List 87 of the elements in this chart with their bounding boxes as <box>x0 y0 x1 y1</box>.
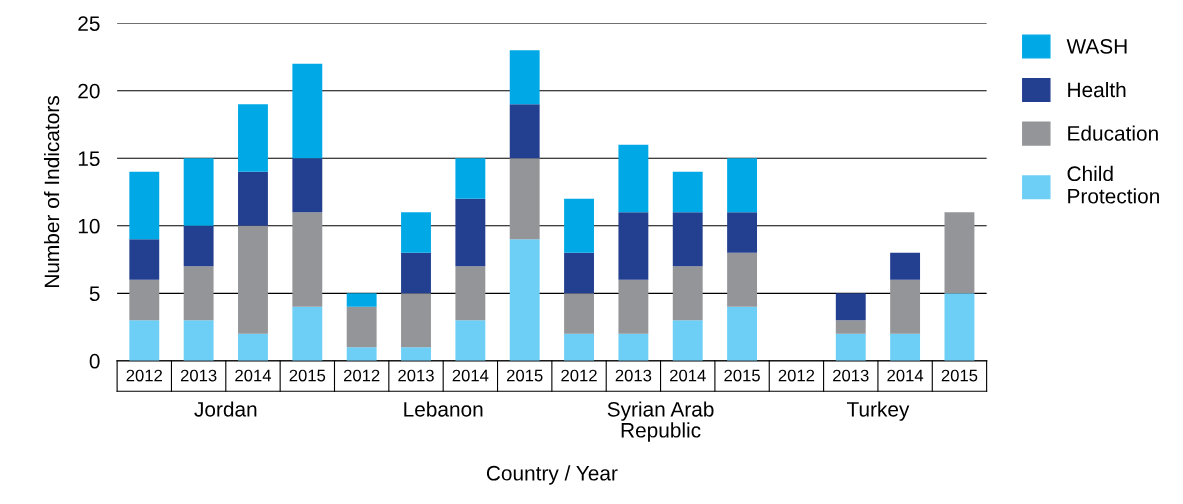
bar <box>509 104 540 159</box>
x-tick-label: 2015 <box>289 369 326 382</box>
bar <box>183 158 214 226</box>
bar <box>509 50 540 105</box>
x-tick-label: 2015 <box>941 369 978 382</box>
bar <box>183 266 214 321</box>
x-tick-label: 2012 <box>126 369 162 382</box>
bar <box>727 158 758 213</box>
bar <box>672 320 703 361</box>
x-tick-label: 2012 <box>561 369 597 382</box>
bar <box>672 212 703 267</box>
x-tick-label: 2015 <box>724 369 760 382</box>
bar <box>129 279 160 321</box>
text: Jordan <box>194 401 257 417</box>
bar <box>564 252 594 294</box>
x-tick-label: 2013 <box>180 369 217 382</box>
bar <box>183 320 214 361</box>
x-tick-label: 2014 <box>887 369 924 382</box>
x-axis-title: Country / Year <box>486 465 618 485</box>
bar <box>292 158 323 213</box>
legend-label: Education <box>1068 125 1158 141</box>
x-tick-label: 2013 <box>398 369 434 382</box>
y-axis-title: Number of Indicators <box>43 96 60 287</box>
bar <box>890 279 921 334</box>
bar <box>346 347 377 361</box>
bar <box>346 293 377 307</box>
y-tick-label: 5 <box>89 286 100 302</box>
bar <box>564 198 594 253</box>
bar <box>618 333 649 361</box>
x-tick-label: 2014 <box>235 369 272 382</box>
bar <box>835 320 866 334</box>
bar <box>129 171 160 240</box>
x-tick-label: 2013 <box>833 369 869 382</box>
bar <box>401 252 431 294</box>
bar <box>618 212 649 280</box>
bar <box>618 144 649 213</box>
bar <box>727 306 758 361</box>
bar <box>455 198 486 267</box>
bar <box>238 104 268 172</box>
x-tick-label: 2014 <box>670 369 706 382</box>
bar <box>401 293 431 348</box>
bar <box>238 225 268 334</box>
y-tick-label: 15 <box>78 151 100 167</box>
bar <box>835 293 866 321</box>
bar <box>672 171 703 213</box>
x-tick-label: 2014 <box>452 369 489 382</box>
y-tick-label: 10 <box>78 218 100 234</box>
bar <box>944 293 975 361</box>
bar <box>890 333 921 361</box>
bar <box>727 212 758 253</box>
legend-label: Health <box>1068 81 1126 98</box>
bar <box>238 333 268 361</box>
legend-label: Child Protection <box>1067 165 1159 204</box>
bar <box>401 347 431 361</box>
bar <box>835 333 866 361</box>
y-tick-label: 25 <box>78 16 100 31</box>
bar <box>509 158 540 240</box>
bar <box>455 266 486 321</box>
x-tick-label: 2012 <box>778 369 815 382</box>
bar <box>455 158 486 199</box>
legend-label: WASH <box>1066 38 1127 54</box>
bar <box>944 212 975 294</box>
x-tick-label: 2013 <box>615 369 652 382</box>
bar <box>292 63 323 159</box>
y-tick-label: 0 <box>89 353 100 369</box>
y-tick-label: 20 <box>78 83 100 99</box>
bar <box>564 293 594 334</box>
bar <box>292 306 323 361</box>
text: Lebanon <box>404 401 483 417</box>
bar <box>672 266 703 321</box>
text: Turkey <box>846 401 910 421</box>
x-tick-label: 2015 <box>507 369 543 382</box>
bar <box>401 212 431 253</box>
bar <box>890 252 921 280</box>
bar <box>618 279 649 334</box>
bar <box>346 306 377 348</box>
x-tick-label: 2012 <box>343 369 380 382</box>
bar <box>238 171 268 226</box>
bar <box>129 320 160 361</box>
bar <box>129 239 160 280</box>
bar <box>183 225 214 267</box>
bar <box>509 239 540 361</box>
text: Syrian Arab Republic <box>607 401 714 442</box>
bar <box>292 212 323 307</box>
bar <box>455 320 486 361</box>
bar <box>564 333 594 361</box>
bar <box>727 252 758 307</box>
